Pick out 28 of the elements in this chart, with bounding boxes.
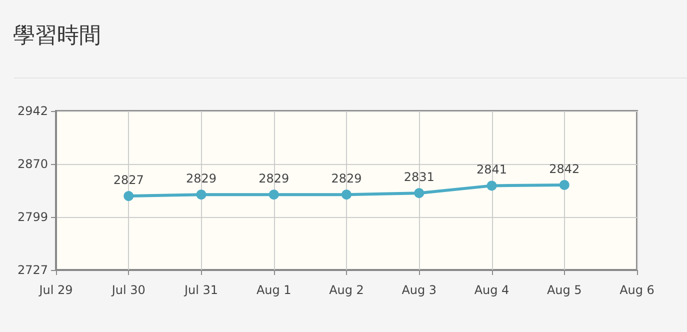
point (559, 180, 570, 190)
y-tick-label: 2727 (17, 263, 48, 277)
y-tick-label: 2799 (17, 210, 48, 224)
data-label: 2829 (258, 172, 290, 186)
x-tick-label: Aug 3 (402, 283, 437, 297)
y-tick-label: 2942 (17, 104, 48, 118)
x-tick-label: Aug 4 (474, 283, 510, 297)
point (486, 180, 497, 191)
data-label: 2841 (476, 162, 508, 177)
point (196, 190, 206, 200)
x-tick-label: Aug 5 (546, 283, 582, 297)
point (124, 191, 134, 202)
x-tick-label: Jul 30 (110, 283, 146, 297)
y-tick-label: 2870 (17, 157, 48, 172)
chart-title: 學習時間 (13, 24, 101, 48)
x-tick-label: Aug 1 (256, 283, 292, 297)
point (342, 190, 352, 200)
data-label: 2829 (331, 172, 362, 186)
data-label: 2842 (549, 162, 580, 176)
point (414, 188, 424, 198)
x-tick-label: Aug 6 (620, 283, 654, 297)
data-label: 2827 (113, 173, 144, 188)
x-tick-label: Jul 31 (183, 283, 218, 297)
point (268, 190, 279, 200)
data-label: 2829 (186, 172, 217, 186)
data-label: 2831 (404, 170, 434, 184)
x-tick-label: Aug 2 (329, 283, 364, 297)
x-tick-label: Jul 29 (38, 283, 73, 297)
